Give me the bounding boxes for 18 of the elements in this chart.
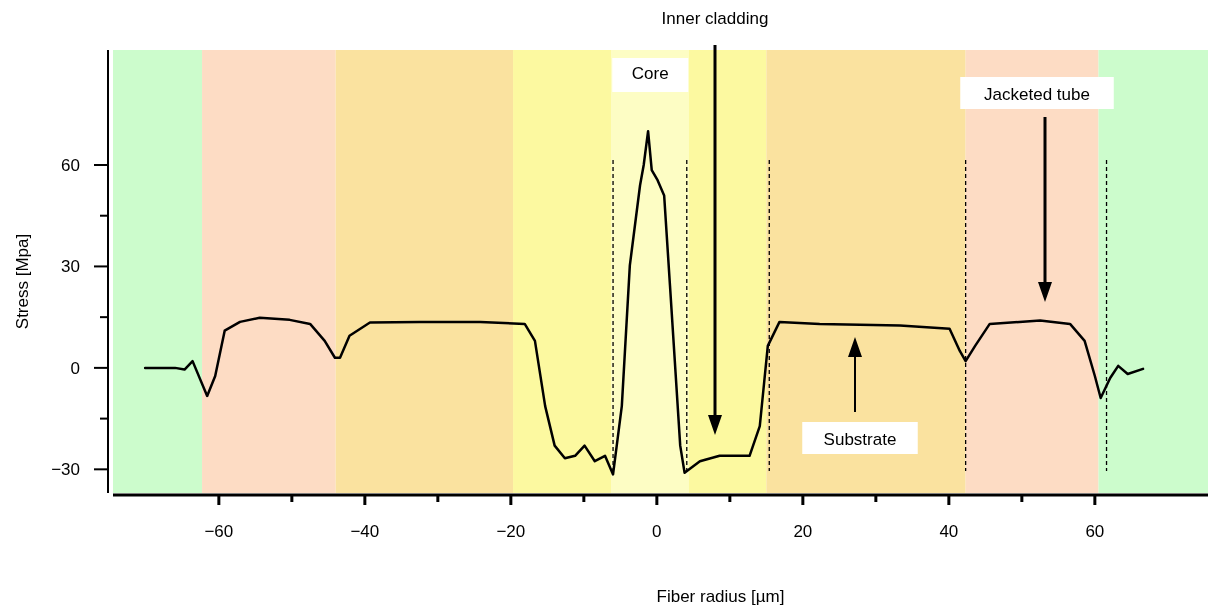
x-tick-label: 0 bbox=[652, 522, 662, 541]
x-tick-label: −20 bbox=[496, 522, 526, 541]
y-tick-label: 60 bbox=[61, 155, 80, 175]
y-axis-title: Stress [Mpa] bbox=[13, 233, 32, 330]
x-tick-label: −60 bbox=[204, 522, 234, 541]
line-series bbox=[143, 129, 1145, 476]
x-tick-label: −40 bbox=[350, 522, 380, 541]
y-tick-label: 30 bbox=[61, 257, 80, 277]
y-tick-label: 0 bbox=[70, 358, 80, 378]
annotation: Jacketed tube bbox=[984, 85, 1090, 104]
annotation: Substrate bbox=[823, 430, 897, 449]
x-tick-label: 60 bbox=[1085, 522, 1105, 541]
text: Inner cladding bbox=[661, 9, 769, 28]
x-tick-label: 40 bbox=[939, 522, 959, 541]
x-axis-title: Fiber radius [µm] bbox=[656, 587, 785, 606]
y-tick-label: −30 bbox=[51, 460, 80, 480]
band-label: Core bbox=[631, 64, 669, 83]
x-tick-label: 20 bbox=[793, 522, 813, 541]
